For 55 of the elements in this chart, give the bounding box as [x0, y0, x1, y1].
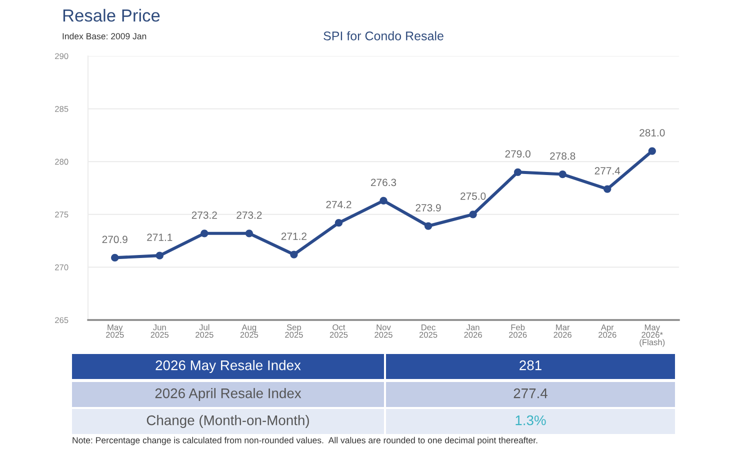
point: [558, 170, 566, 178]
data-label: 278.8: [550, 152, 576, 160]
x-tick-label: May 2026* (Flash): [640, 324, 665, 347]
x-tick-label: Oct 2025: [330, 324, 348, 338]
y-tick-label: 280: [55, 158, 68, 165]
y-tick-label: 290: [55, 53, 68, 60]
point: [604, 185, 612, 193]
x-tick-label: Sep 2025: [285, 324, 303, 338]
data-label: 273.2: [192, 211, 217, 219]
data-label: 270.9: [102, 236, 128, 244]
point: [648, 147, 656, 155]
chart-title: Resale Price: [63, 8, 160, 22]
point: [514, 168, 522, 176]
data-label: 275.0: [460, 192, 486, 200]
point: [290, 250, 298, 258]
text: Index Base: 2009 Jan: [62, 32, 146, 40]
data-label: 277.4: [594, 167, 620, 174]
x-tick-label: Jul 2025: [196, 324, 214, 338]
y-tick-label: 285: [55, 106, 68, 112]
data-label: 271.1: [147, 234, 172, 241]
x-tick-label: May 2025: [106, 324, 124, 338]
x-tick-label: Feb 2026: [508, 324, 527, 338]
text: 1.3%: [516, 415, 546, 426]
data-label: 281.0: [640, 129, 665, 136]
y-tick-label: 265: [55, 317, 68, 324]
point: [334, 219, 343, 227]
text: 2026 May Resale Index: [156, 360, 301, 373]
x-tick-label: Nov 2025: [374, 324, 392, 338]
x-tick-label: Jan 2026: [464, 324, 482, 338]
point: [380, 196, 388, 204]
point: [469, 210, 477, 218]
data-label: 271.2: [281, 232, 306, 240]
data-label: 276.3: [370, 178, 396, 186]
x-tick-label: Jun 2025: [150, 324, 169, 338]
data-label: 273.9: [416, 204, 441, 212]
point: [245, 230, 253, 238]
point: [424, 222, 432, 230]
text: 281: [520, 360, 542, 370]
data-label: 274.2: [326, 200, 352, 208]
x-tick-label: Mar 2026: [554, 324, 572, 338]
text: Change (Month-on-Month): [146, 415, 309, 428]
x-tick-label: Aug 2025: [240, 324, 258, 338]
chart-subtitle: SPI for Condo Resale: [324, 31, 444, 40]
point: [200, 230, 208, 238]
y-tick-label: 270: [55, 264, 68, 270]
data-label: 279.0: [505, 150, 530, 158]
text: 277.4: [514, 388, 548, 398]
x-tick-label: Dec 2025: [419, 324, 438, 338]
y-tick-label: 275: [55, 212, 68, 218]
data-label: 273.2: [236, 211, 262, 219]
x-tick-label: Apr 2026: [598, 324, 616, 338]
point: [156, 252, 164, 260]
text: Note: Percentage change is calculated from non-rounded values. All values are rounded to one decimal point thereafter.: [72, 436, 538, 446]
text: 2026 April Resale Index: [155, 388, 302, 401]
point: [111, 254, 119, 262]
